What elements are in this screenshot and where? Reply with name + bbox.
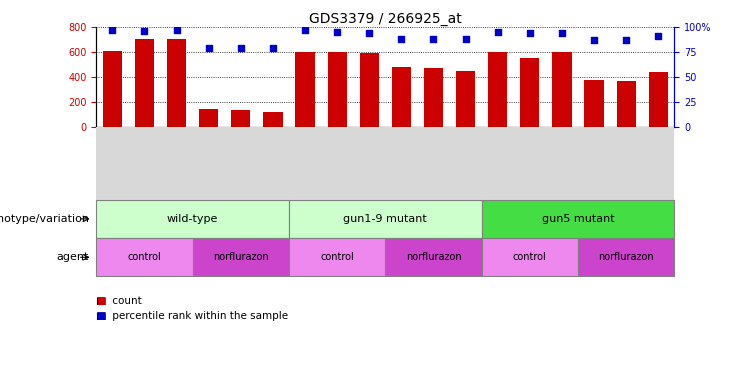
Point: [620, 37, 632, 43]
Bar: [617, 81, 636, 127]
Bar: [578, 238, 674, 276]
Point: [556, 30, 568, 36]
Point: [396, 36, 408, 42]
Bar: [359, 53, 379, 127]
Bar: [482, 200, 674, 238]
Text: ■  percentile rank within the sample: ■ percentile rank within the sample: [96, 311, 288, 321]
Text: agent: agent: [56, 252, 89, 262]
Text: ■: ■: [96, 296, 106, 306]
Bar: [167, 40, 186, 127]
Point: [139, 28, 150, 34]
Point: [203, 45, 215, 51]
Point: [459, 36, 471, 42]
Bar: [424, 68, 443, 127]
Bar: [231, 111, 250, 127]
Bar: [488, 52, 508, 127]
Text: ■: ■: [96, 311, 106, 321]
Text: norflurazon: norflurazon: [405, 252, 462, 262]
Bar: [135, 40, 154, 127]
Bar: [199, 109, 219, 127]
Bar: [289, 200, 482, 238]
Point: [363, 30, 375, 36]
Point: [107, 27, 119, 33]
Text: genotype/variation: genotype/variation: [0, 214, 89, 224]
Bar: [263, 112, 282, 127]
Bar: [193, 238, 289, 276]
Point: [170, 27, 182, 33]
Point: [331, 29, 343, 35]
Bar: [385, 238, 482, 276]
Point: [267, 45, 279, 51]
Point: [428, 36, 439, 42]
Bar: [289, 238, 385, 276]
Point: [652, 33, 664, 39]
Point: [299, 27, 311, 33]
Bar: [392, 68, 411, 127]
Bar: [328, 53, 347, 127]
Bar: [585, 80, 604, 127]
Point: [524, 30, 536, 36]
Text: control: control: [320, 252, 354, 262]
Title: GDS3379 / 266925_at: GDS3379 / 266925_at: [309, 12, 462, 26]
Text: control: control: [127, 252, 162, 262]
Text: gun1-9 mutant: gun1-9 mutant: [343, 214, 428, 224]
Bar: [96, 238, 193, 276]
Bar: [552, 53, 571, 127]
Text: control: control: [513, 252, 547, 262]
Text: norflurazon: norflurazon: [213, 252, 269, 262]
Point: [235, 45, 247, 51]
Point: [492, 29, 504, 35]
Text: gun5 mutant: gun5 mutant: [542, 214, 614, 224]
Bar: [96, 200, 289, 238]
Text: wild-type: wild-type: [167, 214, 219, 224]
Point: [588, 37, 600, 43]
Text: ■  count: ■ count: [96, 296, 142, 306]
Bar: [648, 73, 668, 127]
Bar: [296, 52, 315, 127]
Bar: [103, 51, 122, 127]
Text: norflurazon: norflurazon: [598, 252, 654, 262]
Bar: [520, 58, 539, 127]
Bar: [456, 71, 475, 127]
Bar: [482, 238, 578, 276]
